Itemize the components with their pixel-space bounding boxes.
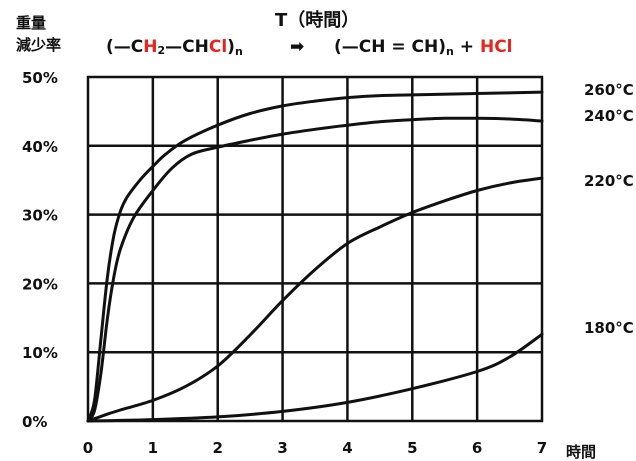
y-tick-label: 40% [22,138,58,156]
series-line-2 [86,176,544,423]
x-tick-label: 7 [537,439,547,457]
series-label-3: 180°C [584,319,634,337]
x-tick-label: 1 [148,439,158,457]
series-lines [86,90,544,423]
chart-heading: 重量 減少率 T（時間） (—CH2—CHCl)n ➡ (—CH = CH)n … [16,10,513,58]
reaction-arrow: ➡ [290,37,304,57]
series-label-2: 220°C [584,172,634,190]
x-tick-label: 6 [472,439,482,457]
y-tick-label: 10% [22,344,58,362]
x-tick-label: 2 [212,439,222,457]
series-label-1: 240°C [584,107,634,125]
reaction-h-subscript: 2 [157,44,165,57]
reaction-right-open: (—CH = CH) [334,37,446,57]
reaction-left-open: (—C [106,37,143,57]
y-tick-label: 0% [22,413,47,431]
reaction-hcl: HCl [480,37,513,57]
reaction-mid: —CH [165,37,209,57]
y-tick-label: 20% [22,275,58,293]
x-tick-label: 4 [342,439,352,457]
x-axis-label: 時間 [566,443,596,461]
reaction-right-subscript: n [446,45,454,58]
reaction-left-subscript: n [235,45,243,58]
reaction-plus: + [454,37,480,57]
x-tick-label: 3 [277,439,287,457]
reaction-cl: Cl [209,37,227,57]
plot-frame [86,75,544,423]
reaction-equation: (—CH2—CHCl)n [106,37,243,58]
series-labels: 260°C 240°C 220°C 180°C [584,81,634,337]
x-tick-label: 5 [407,439,417,457]
y-axis-label-line1: 重量 [16,14,46,32]
y-tick-label: 50% [22,69,58,87]
y-axis-label-line2: 減少率 [16,36,61,54]
series-line-3 [86,332,544,423]
y-tick-label: 30% [22,207,58,225]
chart-title: T（時間） [275,10,359,31]
axis-ticks: 0 1 2 3 4 5 6 7 0% 10% 20% 30% 40% 50% [22,69,547,457]
reaction-h: H [143,37,157,57]
x-tick-label: 0 [83,439,93,457]
series-line-0 [86,90,544,423]
series-label-0: 260°C [584,81,634,99]
reaction-product: (—CH = CH)n + HCl [334,37,513,58]
reaction-left-close: ) [227,37,235,57]
series-line-1 [86,116,544,423]
